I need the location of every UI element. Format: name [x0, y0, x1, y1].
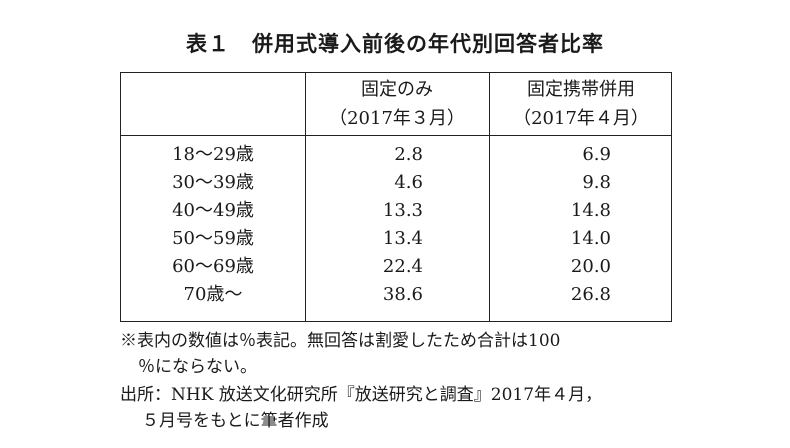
header-fixed-line2: （2017年３月）	[329, 108, 465, 129]
header-fixed-only: 固定のみ （2017年３月）	[305, 73, 489, 135]
header-mobile-line2: （2017年４月）	[513, 108, 649, 129]
source-note: 出所：NHK 放送文化研究所『放送研究と調査』2017年４月，	[120, 385, 603, 405]
footnote: ※表内の数値は％表記。無回答は割愛したため合計は100	[120, 331, 561, 351]
fixed-mobile-value: 26.8	[570, 284, 611, 305]
table-number: 表１	[186, 32, 230, 56]
header-fixed-line1: 固定のみ	[361, 79, 433, 100]
age-group-cell: 60〜69歳	[172, 256, 254, 277]
table-title: 表１ 併用式導入前後の年代別回答者比率	[0, 28, 790, 58]
table-row: 60〜69歳 22.4 20.0	[121, 253, 671, 281]
age-group-cell: 30〜39歳	[172, 172, 254, 193]
fixed-only-value: 22.4	[382, 256, 423, 277]
fixed-only-value: 13.3	[382, 200, 423, 221]
header-mobile-line1: 固定携帯併用	[527, 79, 635, 100]
header-divider	[121, 135, 671, 136]
table-row: 70歳〜 38.6 26.8	[121, 281, 671, 309]
fixed-mobile-value: 14.0	[570, 228, 611, 249]
fixed-only-value: 13.4	[382, 228, 423, 249]
age-group-cell: 50〜59歳	[172, 228, 254, 249]
fixed-mobile-value: 9.8	[582, 172, 611, 193]
table-row: 50〜59歳 13.4 14.0	[121, 225, 671, 253]
data-table: 固定のみ （2017年３月） 固定携帯併用 （2017年４月） 18〜29歳 2…	[120, 72, 672, 322]
fixed-only-value: 38.6	[382, 284, 423, 305]
table-row: 18〜29歳 2.8 6.9	[121, 141, 671, 169]
age-group-cell: 40〜49歳	[172, 200, 254, 221]
table-caption: 併用式導入前後の年代別回答者比率	[252, 32, 604, 56]
age-group-cell: 70歳〜	[183, 284, 243, 305]
fixed-only-value: 2.8	[394, 144, 423, 165]
table-row: 40〜49歳 13.3 14.8	[121, 197, 671, 225]
header-fixed-mobile: 固定携帯併用 （2017年４月）	[489, 73, 673, 135]
fixed-only-value: 4.6	[394, 172, 423, 193]
column-divider	[489, 73, 490, 321]
age-group-cell: 18〜29歳	[172, 144, 254, 165]
source-note-continued: ５月号をもとに筆者作成	[142, 411, 329, 431]
footnote-continued: ％にならない。	[138, 357, 257, 377]
column-divider	[305, 73, 306, 321]
fixed-mobile-value: 20.0	[570, 256, 611, 277]
table-row: 30〜39歳 4.6 9.8	[121, 169, 671, 197]
fixed-mobile-value: 6.9	[582, 144, 611, 165]
fixed-mobile-value: 14.8	[570, 200, 611, 221]
